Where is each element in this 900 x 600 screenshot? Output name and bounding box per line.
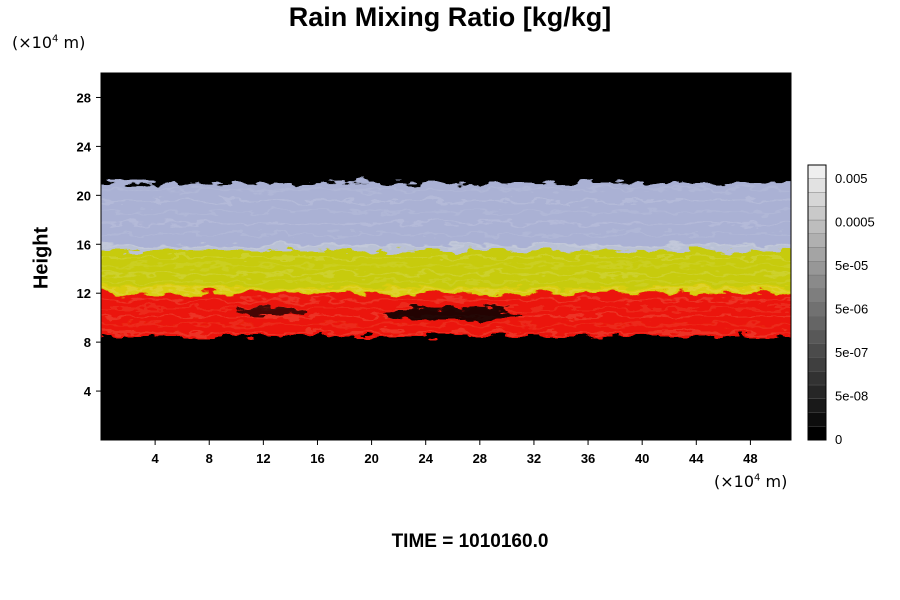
- x-tick-label: 4: [152, 451, 160, 466]
- colorbar-label: 5e-06: [835, 302, 868, 317]
- band-streak: [101, 289, 791, 292]
- colorbar-segment: [807, 274, 827, 289]
- colorbar-segment: [807, 192, 827, 207]
- band-streak: [101, 211, 791, 214]
- chart-title: Rain Mixing Ratio [kg/kg]: [288, 2, 612, 32]
- colorbar-segment: [807, 206, 827, 221]
- band-streak: [101, 233, 791, 236]
- colorbar-frame: [807, 164, 827, 441]
- colorbar-segment: [807, 357, 827, 372]
- band-fill: [101, 244, 791, 294]
- x-tick-label: 28: [473, 451, 487, 466]
- band-fill: [101, 183, 791, 251]
- band-streak: [101, 222, 791, 225]
- x-unit-prefix: (×10: [714, 472, 755, 491]
- colorbar: 0.005 0.0005 5e-05 5e-06 5e-07 5e-08 0: [807, 164, 875, 447]
- colorbar-segment: [807, 261, 827, 276]
- colorbar-label: 5e-05: [835, 258, 868, 273]
- y-tick-label: 4: [84, 384, 92, 399]
- plot-frame: [100, 72, 792, 441]
- y-axis-unit: (×104 m): [12, 33, 85, 52]
- band-streak: [101, 244, 791, 247]
- x-tick-label: 48: [743, 451, 757, 466]
- colorbar-segment: [807, 398, 827, 413]
- colorbar-segment: [807, 343, 827, 358]
- x-tick-label: 40: [635, 451, 649, 466]
- colorbar-label: 0.0005: [835, 215, 875, 230]
- x-tick-label: 12: [256, 451, 270, 466]
- gap-shape: [236, 307, 304, 316]
- colorbar-label: 0: [835, 432, 842, 447]
- x-tick-label: 20: [364, 451, 378, 466]
- x-tick-label: 36: [581, 451, 595, 466]
- colorbar-segment: [807, 329, 827, 344]
- colorbar-segment: [807, 288, 827, 303]
- band-pale-blue: [101, 183, 791, 251]
- band-streak: [101, 331, 791, 334]
- plot-content: [101, 183, 791, 337]
- band-streak: [101, 323, 791, 326]
- colorbar-segment: [807, 178, 827, 193]
- y-tick-label: 28: [77, 90, 91, 105]
- y-unit-suffix: m): [58, 33, 86, 52]
- colorbar-segment: [807, 384, 827, 399]
- colorbar-segment: [807, 164, 827, 179]
- x-tick-label: 24: [418, 451, 433, 466]
- band-streak: [101, 299, 791, 302]
- band-streak: [101, 280, 791, 283]
- y-tick-label: 16: [77, 237, 91, 252]
- x-unit-exponent: 4: [754, 472, 761, 484]
- colorbar-label: 5e-07: [835, 345, 868, 360]
- x-unit-suffix: m): [760, 472, 788, 491]
- colorbar-segment: [807, 233, 827, 248]
- colorbar-segment: [807, 247, 827, 262]
- colorbar-segment: [807, 316, 827, 331]
- gap-shape: [385, 306, 521, 321]
- x-tick-label: 32: [527, 451, 541, 466]
- y-tick-label: 20: [77, 188, 91, 203]
- band-streak: [101, 272, 791, 275]
- x-axis-unit: (×104 m): [714, 472, 787, 491]
- band-streak: [101, 256, 791, 259]
- time-label: TIME = 1010160.0: [391, 531, 549, 552]
- x-tick-label: 8: [206, 451, 213, 466]
- y-unit-prefix: (×10: [12, 33, 53, 52]
- colorbar-segment: [807, 426, 827, 441]
- colorbar-segment: [807, 371, 827, 386]
- y-tick-label: 12: [77, 286, 91, 301]
- y-unit-exponent: 4: [52, 33, 59, 45]
- x-tick-label: 44: [689, 451, 704, 466]
- band-streak: [101, 264, 791, 267]
- band-streak: [101, 199, 791, 202]
- band-yellow: [101, 244, 791, 294]
- colorbar-label: 0.005: [835, 171, 868, 186]
- colorbar-segment: [807, 412, 827, 427]
- x-tick-label: 16: [310, 451, 324, 466]
- colorbar-segment: [807, 219, 827, 234]
- colorbar-segment: [807, 302, 827, 317]
- red-band-gap: [236, 306, 521, 321]
- y-tick-label: 8: [84, 335, 91, 350]
- y-tick-label: 24: [77, 139, 92, 154]
- band-streak: [101, 188, 791, 191]
- colorbar-label: 5e-08: [835, 389, 868, 404]
